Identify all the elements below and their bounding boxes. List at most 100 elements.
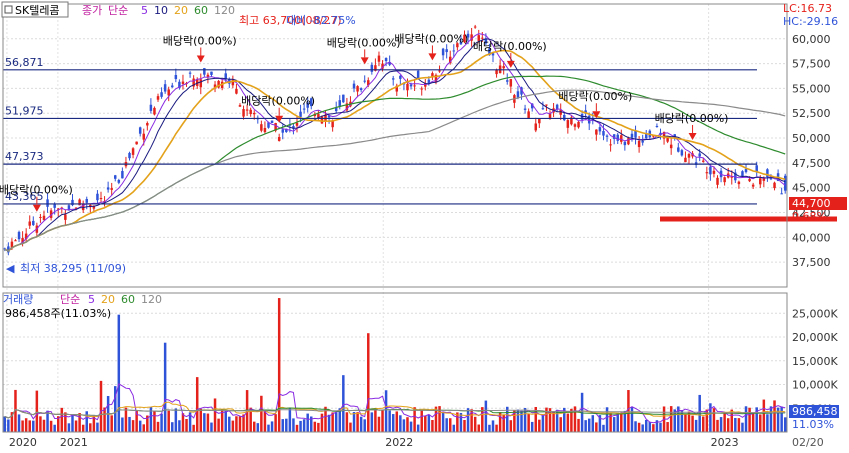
volume-bar <box>566 413 570 432</box>
volume-bar <box>773 400 776 432</box>
candle-body <box>751 184 755 187</box>
volume-bar <box>416 424 420 432</box>
candle-body <box>3 248 7 250</box>
volume-bar <box>363 419 366 432</box>
dividend-label: 배당락(0.00%) <box>558 90 632 103</box>
volume-bar <box>32 420 35 432</box>
candle-body <box>78 199 81 206</box>
ma20-line <box>4 49 786 252</box>
volume-bar <box>295 424 299 432</box>
candle-body <box>135 141 138 145</box>
candle-body <box>459 42 463 45</box>
candle-body <box>359 88 363 91</box>
volume-bar <box>534 406 538 432</box>
candle-body <box>352 83 356 89</box>
volume-bar <box>96 422 99 432</box>
volume-bar <box>548 408 552 432</box>
candle-body <box>406 83 409 91</box>
volume-bar <box>188 412 192 432</box>
candle-body <box>46 199 49 207</box>
candle-body <box>705 172 709 174</box>
volume-bar <box>523 407 527 432</box>
candle-body <box>85 198 88 203</box>
candle-body <box>121 171 124 179</box>
volume-tick-label: 25,000K <box>792 307 838 320</box>
volume-bar <box>612 417 616 432</box>
dropdown-icon[interactable] <box>4 5 13 14</box>
volume-bar <box>409 421 413 432</box>
candle-body <box>595 129 598 135</box>
volume-bar <box>263 411 267 432</box>
volume-bar <box>213 398 217 432</box>
candle-body <box>684 157 687 163</box>
volume-bar <box>684 413 687 432</box>
volume-bar <box>103 407 106 432</box>
candle-body <box>755 165 758 173</box>
candle-body <box>506 80 509 82</box>
candle-body <box>702 160 705 162</box>
candle-body <box>677 147 680 152</box>
candle-body <box>783 175 787 191</box>
volume-bar <box>748 407 751 432</box>
candle-body <box>263 127 267 133</box>
x-tick-label: 2020 <box>9 436 37 449</box>
candle-body <box>67 205 71 211</box>
volume-bar <box>81 424 85 432</box>
current-price-tag <box>789 197 847 210</box>
candle-body <box>737 181 741 185</box>
volume-bar <box>381 409 384 432</box>
volume-bar <box>506 406 509 432</box>
dividend-arrow-icon <box>688 132 697 140</box>
volume-bar <box>345 412 349 432</box>
candle-body <box>520 87 523 95</box>
candle-body <box>780 193 783 195</box>
candle-body <box>516 91 520 98</box>
volume-bar <box>691 415 694 432</box>
volume-bar <box>737 418 741 432</box>
candle-body <box>377 55 381 62</box>
volume-bar <box>424 415 427 432</box>
candle-body <box>171 85 174 88</box>
volume-bar <box>356 412 359 432</box>
candle-body <box>530 103 534 109</box>
volume-bar <box>434 406 438 432</box>
candle-body <box>334 107 338 112</box>
level-label: 43,365 <box>5 190 44 203</box>
volume-bar <box>114 386 117 432</box>
dividend-arrow-icon <box>275 115 284 123</box>
volume-bar <box>616 412 619 432</box>
volume-bar <box>142 424 146 432</box>
volume-bar <box>206 413 210 432</box>
volume-bar <box>313 421 317 432</box>
candle-body <box>174 75 178 80</box>
volume-bar <box>655 420 659 432</box>
candle-body <box>203 68 206 75</box>
candle-body <box>484 38 488 44</box>
volume-bar <box>267 424 270 432</box>
volume-bar <box>488 424 491 432</box>
volume-bar <box>577 418 580 432</box>
stock-name-box[interactable] <box>1 1 69 18</box>
volume-bar <box>481 407 484 432</box>
candle-body <box>399 75 402 79</box>
candle-body <box>302 108 306 110</box>
volume-bar <box>680 410 684 432</box>
grid-lines <box>3 4 787 432</box>
candle-body <box>598 127 602 132</box>
candle-body <box>53 204 56 208</box>
volume-tick-label: 20,000K <box>792 331 838 344</box>
volume-bar <box>498 412 502 432</box>
candle-body <box>748 179 751 182</box>
candle-body <box>49 210 53 218</box>
candle-body <box>128 152 131 159</box>
price-legend-label: 종가 <box>82 4 102 17</box>
high-note-change: 대비 -82.75% <box>286 14 356 27</box>
volume-bar <box>559 417 562 432</box>
volume-bar <box>135 410 138 432</box>
volume-bar <box>598 415 602 432</box>
dividend-label: 배당락(0.00%) <box>473 40 547 53</box>
volume-bar <box>580 392 584 432</box>
volume-bar <box>121 417 124 432</box>
candle-body <box>627 138 630 145</box>
